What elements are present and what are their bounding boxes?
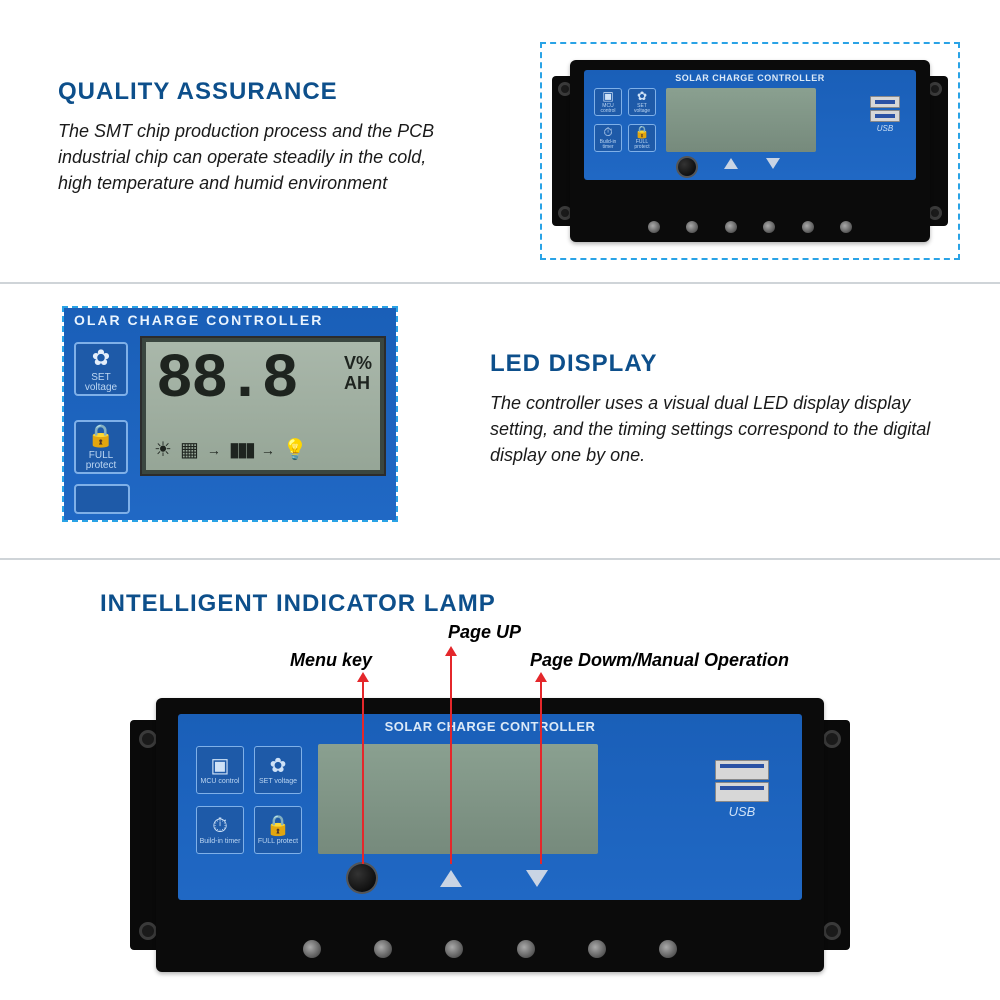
- icon-set: ✿SET voltage: [628, 88, 656, 116]
- usb-ports: USB: [862, 94, 908, 132]
- quality-text: QUALITY ASSURANCE The SMT chip productio…: [58, 78, 438, 196]
- label-up: Page UP: [448, 622, 521, 643]
- icon-timer: ⏱Build-in timer: [594, 124, 622, 152]
- menu-button-icon[interactable]: [678, 158, 696, 176]
- icon-mcu-lg: ▣MCU control: [196, 746, 244, 794]
- lcd-large: [318, 744, 598, 854]
- section-led: OLAR CHARGE CONTROLLER ✿SET voltage 🔒FUL…: [0, 300, 1000, 530]
- quality-title: QUALITY ASSURANCE: [58, 78, 438, 106]
- arrow-menu: [362, 674, 364, 864]
- controller-device-small: SOLAR CHARGE CONTROLLER ▣MCU control ✿SE…: [552, 54, 948, 248]
- device-title: SOLAR CHARGE CONTROLLER: [584, 70, 916, 83]
- led-frame: OLAR CHARGE CONTROLLER ✿SET voltage 🔒FUL…: [62, 306, 398, 522]
- label-menu: Menu key: [290, 650, 372, 671]
- divider-2: [0, 558, 1000, 560]
- up-button-lg[interactable]: [440, 870, 462, 887]
- terminal-strip: [635, 218, 865, 236]
- arrow-up: [450, 648, 452, 864]
- divider-1: [0, 282, 1000, 284]
- device-buttons-lg: [348, 864, 548, 892]
- down-button-icon[interactable]: [766, 158, 780, 169]
- device-buttons: [678, 158, 780, 176]
- led-body: The controller uses a visual dual LED di…: [490, 390, 950, 468]
- lcd-reading: 88.8: [156, 344, 297, 415]
- down-button-lg[interactable]: [526, 870, 548, 887]
- icon-protect-lg: 🔒FULL protect: [254, 806, 302, 854]
- up-button-icon[interactable]: [724, 158, 738, 169]
- led-closeup: OLAR CHARGE CONTROLLER ✿SET voltage 🔒FUL…: [64, 308, 396, 520]
- terminal-strip-lg: [276, 936, 704, 962]
- closeup-icon-set: ✿SET voltage: [74, 342, 128, 396]
- usb-ports-lg: USB: [702, 758, 782, 796]
- section-indicator: INTELLIGENT INDICATOR LAMP Menu key Page…: [0, 570, 1000, 990]
- quality-body: The SMT chip production process and the …: [58, 118, 438, 196]
- quality-frame: SOLAR CHARGE CONTROLLER ▣MCU control ✿SE…: [540, 42, 960, 260]
- controller-device-large: SOLAR CHARGE CONTROLLER ▣MCU control ✿SE…: [130, 690, 850, 980]
- device-title-large: SOLAR CHARGE CONTROLLER: [178, 714, 802, 734]
- icon-set-lg: ✿SET voltage: [254, 746, 302, 794]
- icon-timer-lg: ⏱Build-in timer: [196, 806, 244, 854]
- label-down: Page Dowm/Manual Operation: [530, 650, 789, 671]
- closeup-bottom-icon: [74, 484, 130, 514]
- menu-button-lg[interactable]: [348, 864, 376, 892]
- lcd-small: [666, 88, 816, 152]
- lcd-flow-icons: ☀▦→▮▮▮→💡: [154, 437, 308, 462]
- arrow-down: [540, 674, 542, 864]
- indicator-title: INTELLIGENT INDICATOR LAMP: [100, 590, 496, 618]
- lcd-units: V% AH: [344, 354, 372, 394]
- icon-protect: 🔒FULL protect: [628, 124, 656, 152]
- closeup-icon-protect: 🔒FULL protect: [74, 420, 128, 474]
- led-title: LED DISPLAY: [490, 350, 950, 378]
- icon-mcu: ▣MCU control: [594, 88, 622, 116]
- section-quality: QUALITY ASSURANCE The SMT chip productio…: [0, 20, 1000, 260]
- closeup-title: OLAR CHARGE CONTROLLER: [74, 312, 386, 328]
- big-lcd: 88.8 V% AH ☀▦→▮▮▮→💡: [140, 336, 386, 476]
- led-text: LED DISPLAY The controller uses a visual…: [490, 350, 950, 468]
